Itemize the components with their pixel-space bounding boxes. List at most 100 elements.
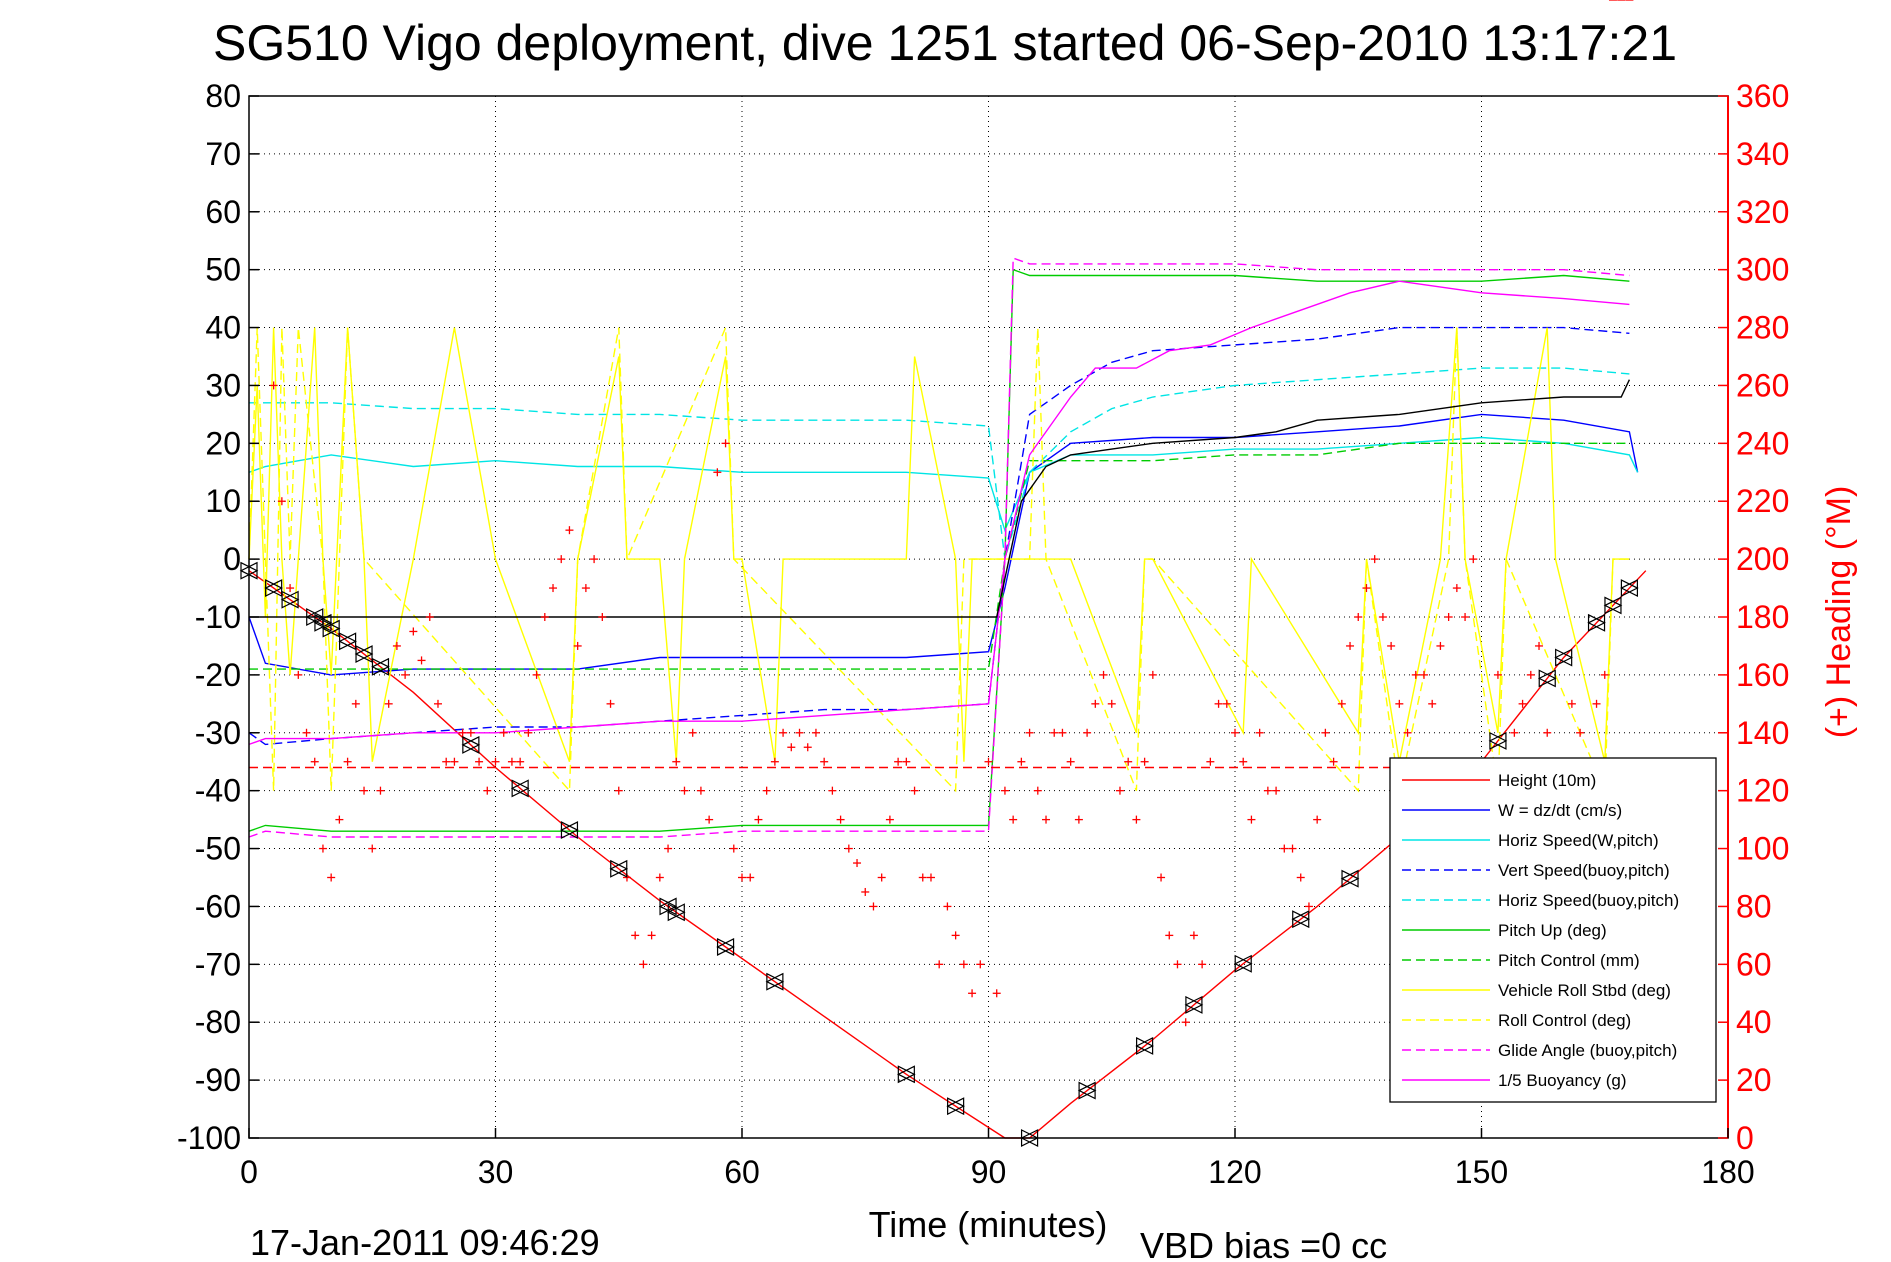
x-axis: 0 30 60 90 120 150 180	[240, 1128, 1755, 1190]
heading-marker	[1428, 699, 1437, 708]
heading-marker	[688, 728, 697, 737]
y-axis-right-label: (+) Heading (°M)	[1820, 486, 1858, 739]
triangle-marker	[1135, 1036, 1154, 1055]
heading-marker	[1543, 728, 1552, 737]
y-right-tick-label: 80	[1736, 888, 1772, 924]
y-right-tick-label: 300	[1736, 252, 1789, 288]
heading-marker	[1066, 757, 1075, 766]
heading-marker	[951, 931, 960, 940]
heading-marker	[466, 728, 475, 737]
y-right-tick-label: 20	[1736, 1062, 1772, 1098]
heading-marker	[286, 584, 295, 593]
heading-marker	[1033, 786, 1042, 795]
triangle-marker	[765, 972, 785, 991]
heading-marker	[705, 815, 714, 824]
heading-marker	[836, 815, 845, 824]
heading-marker	[902, 757, 911, 766]
heading-marker	[475, 757, 484, 766]
heading-marker	[1189, 931, 1198, 940]
heading-marker	[811, 728, 820, 737]
heading-marker	[655, 873, 664, 882]
heading-marker	[557, 555, 566, 564]
heading-marker	[779, 728, 788, 737]
y-right-tick-label: 240	[1736, 425, 1789, 461]
triangle-marker	[716, 937, 735, 956]
heading-marker	[606, 699, 615, 708]
y-tick-label: 50	[205, 252, 241, 288]
heading-marker	[417, 656, 426, 665]
legend-label: Vert Speed(buoy,pitch)	[1498, 861, 1670, 880]
x-tick-label: 90	[971, 1154, 1007, 1190]
heading-marker	[1354, 613, 1363, 621]
heading-marker	[672, 757, 681, 766]
heading-marker	[302, 728, 311, 737]
heading-marker	[598, 613, 607, 621]
heading-marker	[458, 728, 467, 737]
heading-marker	[820, 757, 829, 766]
heading-marker	[343, 757, 352, 766]
heading-marker	[1214, 699, 1223, 708]
x-axis-label: Time (minutes)	[869, 1204, 1108, 1245]
heading-marker	[1576, 728, 1585, 737]
y-right-tick-label: 360	[1736, 78, 1789, 114]
heading-marker	[631, 931, 640, 940]
heading-marker	[581, 584, 590, 593]
heading-marker	[910, 786, 919, 795]
heading-marker	[926, 873, 935, 882]
legend-label: W = dz/dt (cm/s)	[1498, 801, 1622, 820]
y-right-tick-label: 120	[1736, 773, 1789, 809]
y-tick-label: -40	[195, 773, 241, 809]
heading-marker	[483, 786, 492, 795]
heading-marker	[696, 786, 705, 795]
heading-marker	[1025, 728, 1034, 737]
heading-marker	[984, 757, 993, 766]
triangle-marker	[1077, 1081, 1097, 1100]
heading-marker	[1321, 728, 1330, 737]
heading-marker	[729, 844, 738, 853]
legend-label: Pitch Control (mm)	[1498, 951, 1640, 970]
heading-marker	[401, 670, 410, 679]
heading-marker	[1592, 699, 1601, 708]
legend-label: Roll Control (deg)	[1498, 1011, 1631, 1030]
series-line-1	[248, 413, 1639, 676]
legend-label: Height (10m)	[1498, 771, 1596, 790]
heading-marker	[277, 497, 286, 506]
legend-label: Horiz Speed(W,pitch)	[1498, 831, 1659, 850]
heading-marker	[1387, 641, 1396, 650]
y-tick-label: 20	[205, 425, 241, 461]
heading-marker	[861, 887, 870, 896]
heading-marker	[1518, 699, 1527, 708]
triangle-marker	[371, 657, 390, 676]
heading-marker	[877, 873, 886, 882]
triangle-marker	[1537, 669, 1557, 688]
series-line-11	[249, 379, 1631, 618]
heading-marker	[844, 844, 853, 853]
series-line-5	[248, 268, 1630, 832]
heading-marker	[754, 815, 763, 824]
heading-marker	[1346, 641, 1355, 650]
x-tick-label: 180	[1701, 1154, 1754, 1190]
heading-marker	[1132, 815, 1141, 824]
heading-marker	[1000, 786, 1009, 795]
heading-marker	[828, 786, 837, 795]
heading-marker	[1567, 699, 1576, 708]
triangle-marker	[264, 579, 283, 598]
triangle-marker	[666, 903, 686, 922]
triangle-marker	[338, 632, 357, 651]
heading-marker	[1419, 670, 1428, 679]
triangle-marker	[1291, 910, 1311, 929]
y-tick-label: -70	[195, 946, 241, 982]
heading-marker	[1288, 844, 1297, 853]
heading-marker	[1198, 960, 1207, 969]
y-right-tick-label: 280	[1736, 310, 1789, 346]
heading-marker	[1526, 670, 1535, 679]
y-tick-label: -50	[195, 831, 241, 867]
heading-marker	[738, 873, 746, 882]
heading-marker	[803, 743, 812, 752]
heading-marker	[959, 960, 968, 969]
heading-marker	[647, 931, 656, 940]
heading-marker	[376, 786, 385, 795]
series-line-6	[249, 442, 1630, 670]
y-tick-label: -80	[195, 1004, 241, 1040]
y-right-tick-label: 40	[1736, 1004, 1772, 1040]
